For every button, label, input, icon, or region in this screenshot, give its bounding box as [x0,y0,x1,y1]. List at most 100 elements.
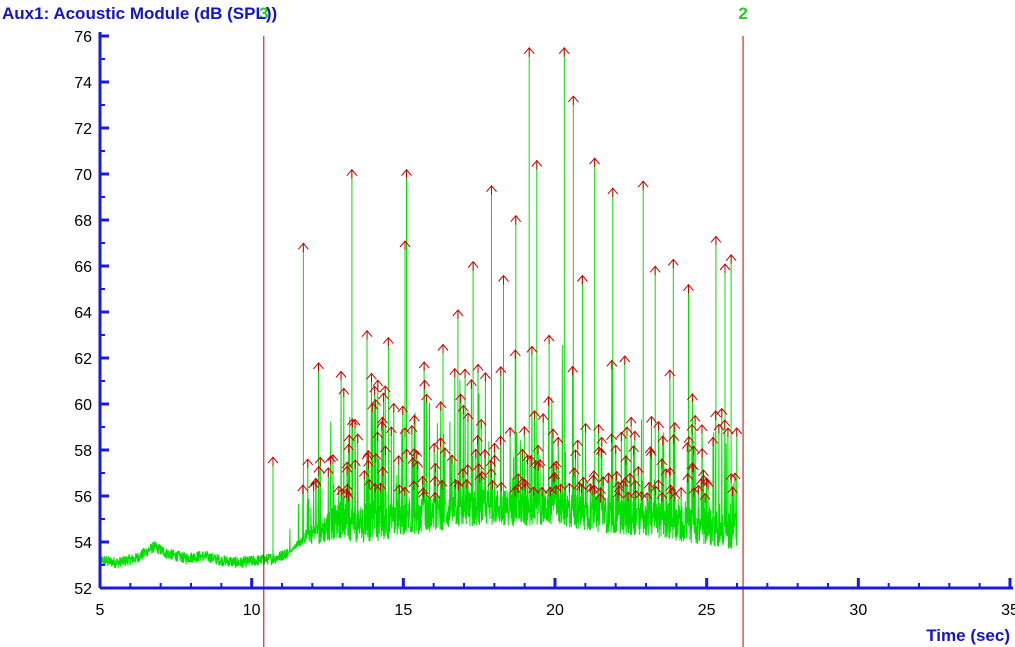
y-tick-label: 54 [74,535,92,552]
peak-arrow [570,449,581,459]
peak-arrow [375,482,386,493]
x-tick-label: 5 [96,602,105,619]
peak-arrow [525,454,537,465]
peak-arrow [595,447,607,458]
peak-arrow [510,214,522,225]
peak-arrow [716,407,728,418]
y-tick-label: 60 [74,397,92,414]
peak-arrow [567,365,578,376]
peak-arrow [412,460,424,471]
peak-arrow [532,444,544,455]
peak-arrow [549,471,561,482]
peak-arrow [370,452,382,463]
peak-arrow [572,439,584,450]
peak-arrow [472,363,484,374]
peak-arrow [595,486,606,497]
peak-arrow [550,460,562,471]
peak-arrow [558,47,570,57]
peak-arrow [698,474,710,485]
peak-arrow [370,398,382,409]
y-tick-label: 72 [74,121,92,138]
peak-arrow [652,479,664,489]
peak-arrow [408,414,420,425]
peak-arrow [567,95,579,106]
peak-arrow [630,489,642,500]
peak-arrow [593,423,604,434]
peak-arrow [382,336,394,347]
peak-arrow [504,426,516,437]
peak-arrow [377,416,388,427]
peak-arrow [385,426,397,436]
peak-arrow [338,387,350,398]
peak-arrow [578,476,589,487]
peak-arrow [429,475,441,486]
peak-arrow [495,481,507,492]
peak-arrow [576,483,587,494]
chart-title: Aux1: Acoustic Module (dB (SPL)) [2,4,277,23]
peak-arrow [607,187,619,198]
peak-arrow [399,486,411,497]
y-tick-label: 52 [74,581,92,598]
peak-arrow [699,492,711,503]
peak-arrow [363,459,374,470]
peak-arrow [342,483,353,494]
peak-arrow [397,405,409,416]
peak-arrow [645,448,657,459]
peak-arrow [376,420,388,431]
peak-arrow [624,472,636,483]
peak-arrow [548,462,560,473]
peak-arrow [719,263,731,273]
peak-arrow [495,435,506,446]
peak-arrow [727,486,738,497]
x-tick-label: 15 [394,602,412,619]
peak-arrow [418,490,430,501]
peak-arrow [643,481,655,492]
peak-arrow [313,362,324,372]
peak-arrow [455,393,467,404]
peak-arrow [725,254,737,264]
peak-arrow [588,470,600,480]
peak-arrow [580,422,591,433]
peak-arrow [435,401,447,411]
peak-arrow [526,345,538,356]
peak-arrow [537,413,549,423]
peak-arrow [452,309,464,319]
peak-arrow [399,240,411,250]
peak-arrow [343,491,354,502]
peak-arrow [675,486,687,497]
peak-arrow [657,435,669,446]
peak-arrow [628,445,639,455]
peak-arrow [713,423,725,434]
peak-arrow [606,433,617,443]
peak-arrow [352,433,364,444]
peak-arrow [686,423,698,434]
peak-arrow [407,456,419,467]
y-tick-label: 62 [74,351,92,368]
y-tick-label: 58 [74,443,92,460]
peak-arrow [297,242,309,253]
peak-arrow [313,465,325,476]
y-tick-label: 56 [74,489,92,506]
peak-arrow [534,458,546,469]
y-tick-label: 74 [74,75,92,92]
peak-arrow [335,370,347,381]
peak-arrow [430,462,441,473]
peak-arrow [544,486,556,497]
peak-arrow [341,488,352,498]
peak-arrow [439,447,451,457]
peak-arrow [619,355,631,365]
peak-arrow [302,458,314,469]
peak-arrow [681,441,693,452]
peak-arrow [688,463,699,474]
peak-arrow [641,492,653,502]
peak-arrow [485,467,497,478]
peak-arrow [683,283,694,294]
peak-arrow [509,349,521,359]
peak-arrow [552,436,564,447]
peak-arrow [710,235,722,246]
peak-arrow [653,420,664,431]
y-tick-label: 76 [74,29,92,46]
peak-arrow [473,463,485,473]
